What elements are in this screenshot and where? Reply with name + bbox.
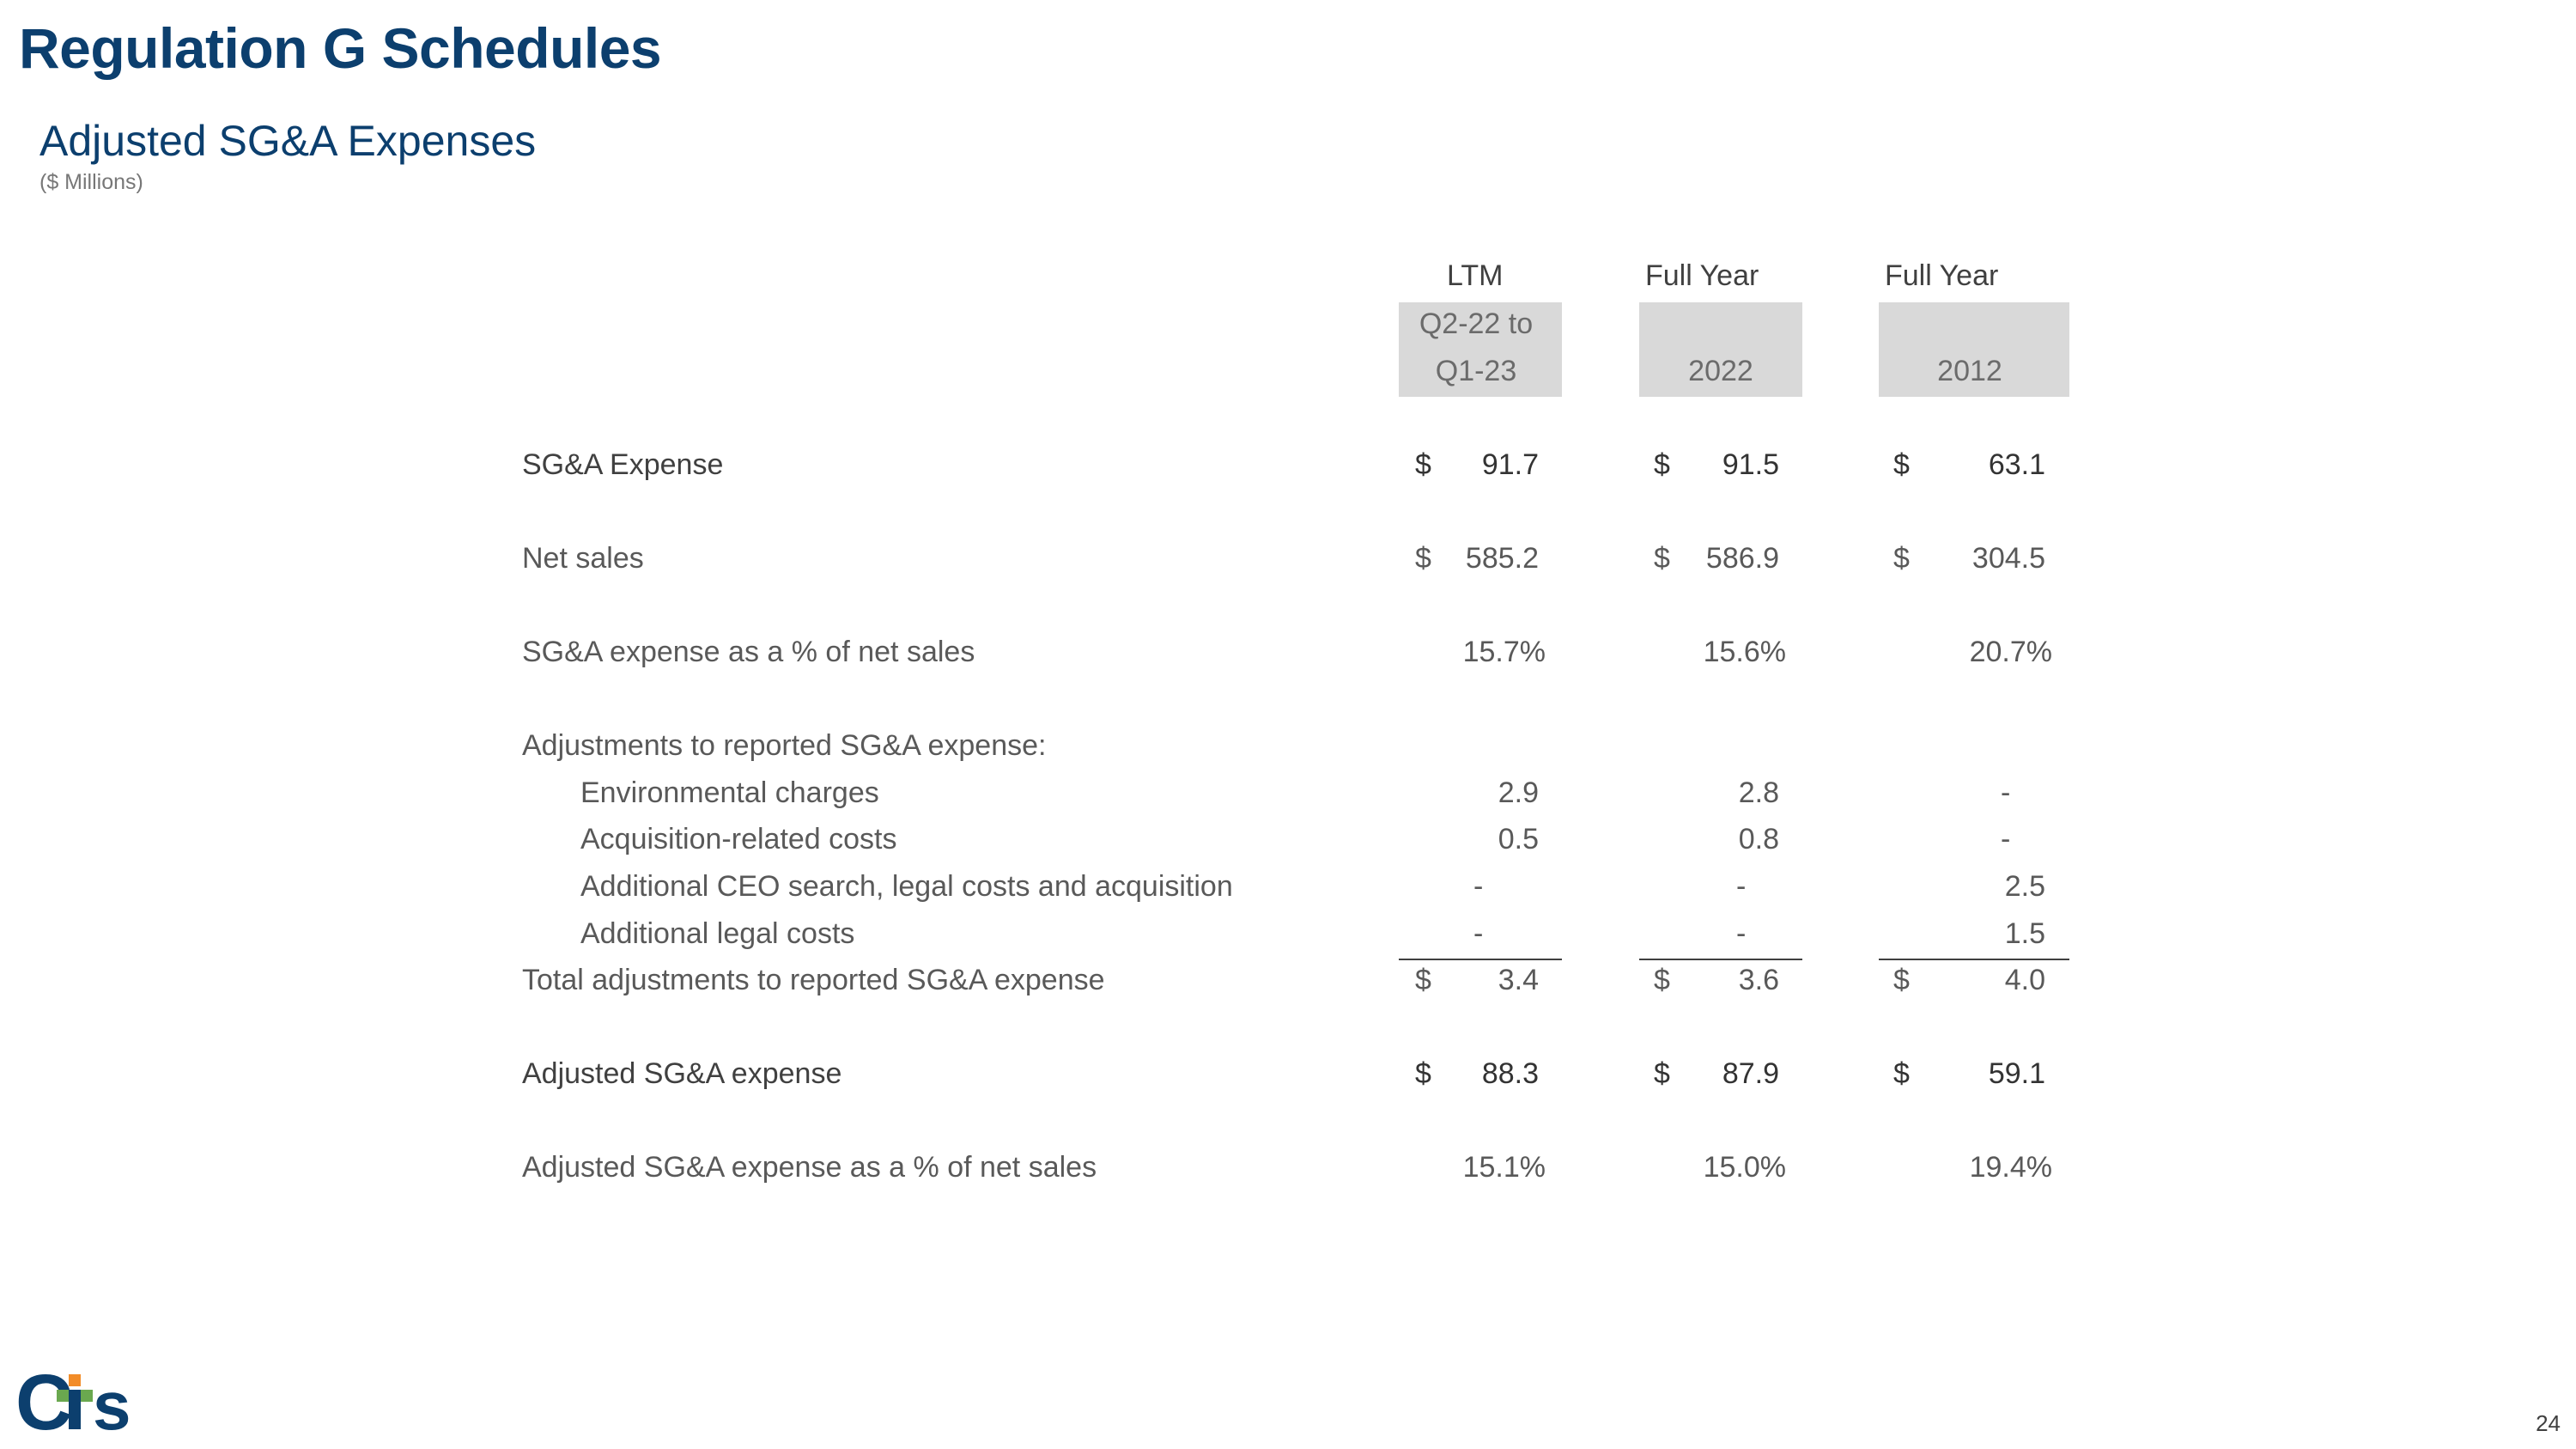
column-period-end-ltm: Q1-23 <box>1435 355 1517 387</box>
row-label-sga-expense: SG&A Expense <box>522 448 724 481</box>
adjusted-pct-fy2012-value: 19.4% <box>1969 1151 2052 1184</box>
sga-pct-fy2012-value: 20.7% <box>1969 636 2052 668</box>
row-label-adjusted-sga: Adjusted SG&A expense <box>522 1057 842 1090</box>
column-shade-ltm <box>1399 302 1562 397</box>
environmental-ltm-value: 2.9 <box>1498 776 1539 809</box>
adjusted-sga-fy2012-dollar: $ <box>1893 1057 1910 1090</box>
column-shade-fy2022 <box>1639 302 1802 397</box>
environmental-fy2012-value: - <box>2001 776 2011 809</box>
column-header-ltm: LTM <box>1447 259 1504 292</box>
acquisition-ltm-value: 0.5 <box>1498 823 1539 855</box>
row-label-total-adjustments: Total adjustments to reported SG&A expen… <box>522 964 1105 996</box>
total-adjustments-fy2012-dollar: $ <box>1893 964 1910 996</box>
subtotal-rule-fy2022 <box>1639 959 1802 960</box>
adjusted-sga-ltm-dollar: $ <box>1415 1057 1431 1090</box>
sga-expense-ltm-dollar: $ <box>1415 448 1431 481</box>
legal-costs-ltm-value: - <box>1473 917 1484 950</box>
legal-costs-fy2022-value: - <box>1736 917 1747 950</box>
total-adjustments-ltm-dollar: $ <box>1415 964 1431 996</box>
sga-expense-fy2012-dollar: $ <box>1893 448 1910 481</box>
row-label-ceo-search: Additional CEO search, legal costs and a… <box>580 870 1233 903</box>
subtotal-rule-fy2012 <box>1879 959 2069 960</box>
row-label-adjusted-pct: Adjusted SG&A expense as a % of net sale… <box>522 1151 1097 1184</box>
adjusted-sga-fy2022-value: 87.9 <box>1722 1057 1779 1090</box>
legal-costs-fy2012-value: 1.5 <box>2004 917 2045 950</box>
environmental-fy2022-value: 2.8 <box>1738 776 1779 809</box>
net-sales-fy2022-dollar: $ <box>1654 542 1670 575</box>
column-year-fy2022: 2022 <box>1688 355 1753 387</box>
ceo-search-fy2012-value: 2.5 <box>2004 870 2045 903</box>
adjusted-pct-ltm-value: 15.1% <box>1462 1151 1546 1184</box>
page-number: 24 <box>2536 1410 2561 1436</box>
row-label-net-sales: Net sales <box>522 542 644 575</box>
total-adjustments-fy2012-value: 4.0 <box>2004 964 2045 996</box>
net-sales-fy2012-value: 304.5 <box>1971 542 2045 575</box>
adjusted-sga-fy2022-dollar: $ <box>1654 1057 1670 1090</box>
adjusted-sga-fy2012-value: 59.1 <box>1988 1057 2045 1090</box>
adjusted-sga-ltm-value: 88.3 <box>1481 1057 1539 1090</box>
sga-pct-ltm-value: 15.7% <box>1462 636 1546 668</box>
total-adjustments-ltm-value: 3.4 <box>1498 964 1539 996</box>
row-label-acquisition: Acquisition-related costs <box>580 823 897 855</box>
column-header-fy2012: Full Year <box>1885 259 1999 292</box>
units-note: ($ Millions) <box>39 170 143 194</box>
row-label-adjustments-header: Adjustments to reported SG&A expense: <box>522 729 1047 762</box>
svg-text:s: s <box>93 1367 131 1436</box>
subtotal-rule-ltm <box>1399 959 1562 960</box>
sga-expense-fy2012-value: 63.1 <box>1988 448 2045 481</box>
net-sales-ltm-value: 585.2 <box>1465 542 1539 575</box>
ceo-search-fy2022-value: - <box>1736 870 1747 903</box>
row-label-environmental: Environmental charges <box>580 776 879 809</box>
adjusted-pct-fy2022-value: 15.0% <box>1703 1151 1786 1184</box>
row-label-sga-pct: SG&A expense as a % of net sales <box>522 636 975 668</box>
net-sales-ltm-dollar: $ <box>1415 542 1431 575</box>
column-header-fy2022: Full Year <box>1645 259 1759 292</box>
sga-expense-fy2022-value: 91.5 <box>1722 448 1779 481</box>
ceo-search-ltm-value: - <box>1473 870 1484 903</box>
column-shade-fy2012 <box>1879 302 2069 397</box>
sga-expense-fy2022-dollar: $ <box>1654 448 1670 481</box>
net-sales-fy2012-dollar: $ <box>1893 542 1910 575</box>
cts-logo: C s <box>15 1359 131 1436</box>
column-year-fy2012: 2012 <box>1937 355 2002 387</box>
acquisition-fy2022-value: 0.8 <box>1738 823 1779 855</box>
net-sales-fy2022-value: 586.9 <box>1705 542 1779 575</box>
total-adjustments-fy2022-value: 3.6 <box>1738 964 1779 996</box>
acquisition-fy2012-value: - <box>2001 823 2011 855</box>
sga-expense-ltm-value: 91.7 <box>1481 448 1539 481</box>
page-title: Regulation G Schedules <box>19 16 662 80</box>
row-label-legal-costs: Additional legal costs <box>580 917 855 950</box>
sga-pct-fy2022-value: 15.6% <box>1703 636 1786 668</box>
section-subtitle: Adjusted SG&A Expenses <box>39 117 537 165</box>
total-adjustments-fy2022-dollar: $ <box>1654 964 1670 996</box>
column-period-start-ltm: Q2-22 to <box>1419 307 1534 340</box>
